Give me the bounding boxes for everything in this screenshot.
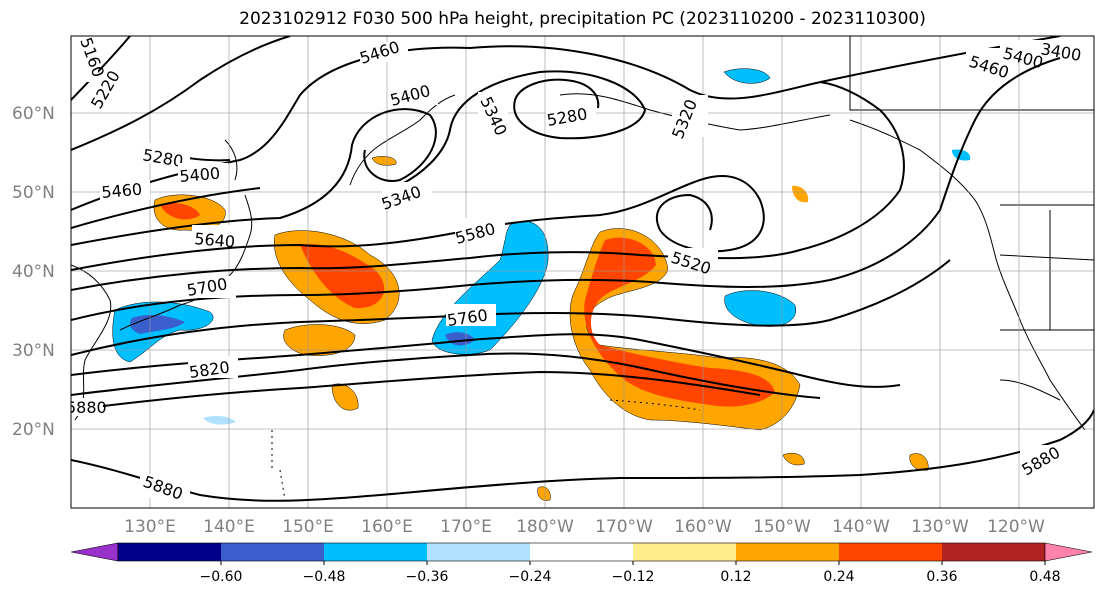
latitude-labels: 60°N 50°N 40°N 30°N 20°N bbox=[12, 104, 55, 440]
precip-area-positive-small-east bbox=[792, 185, 809, 203]
map-title: 2023102912 F030 500 hPa height, precipit… bbox=[239, 9, 926, 29]
precip-area-strong-positive-east bbox=[584, 237, 775, 407]
precip-area-strong-positive-nw bbox=[160, 203, 200, 220]
lon-label-120w: 120°W bbox=[987, 517, 1045, 537]
lon-label-150w: 150°W bbox=[753, 517, 811, 537]
colorbar-cell bbox=[324, 543, 427, 561]
lat-label-50n: 50°N bbox=[12, 183, 55, 203]
precipitation-shading bbox=[112, 68, 971, 501]
precip-area-negative-small-sw bbox=[203, 415, 236, 425]
lat-label-20n: 20°N bbox=[12, 420, 55, 440]
lat-label-40n: 40°N bbox=[12, 262, 55, 282]
colorbar-tick-label: −0.24 bbox=[509, 569, 552, 585]
precip-area-strong-positive-west bbox=[300, 244, 385, 309]
colorbar-cell bbox=[839, 543, 942, 561]
lat-label-30n: 30°N bbox=[12, 341, 55, 361]
precip-area-positive-small-hawaii bbox=[909, 453, 929, 471]
colorbar-tick-label: −0.12 bbox=[612, 569, 655, 585]
colorbar-left-extend bbox=[70, 542, 119, 562]
colorbar-cell bbox=[427, 543, 530, 561]
contour-label-5880-w: 5880 bbox=[66, 398, 107, 417]
lon-label-160e: 160°E bbox=[361, 517, 413, 537]
colorbar-tick-label: 0.36 bbox=[926, 569, 957, 585]
height-contours bbox=[71, 36, 1094, 502]
colorbar-cell bbox=[633, 543, 736, 561]
lon-label-180w: 180°W bbox=[516, 517, 574, 537]
lon-label-170w: 170°W bbox=[595, 517, 653, 537]
lon-label-130w: 130°W bbox=[911, 517, 969, 537]
colorbar-cell bbox=[736, 543, 839, 561]
colorbar-tick-label: −0.60 bbox=[200, 569, 243, 585]
colorbar-right-extend bbox=[1044, 542, 1093, 562]
precip-area-negative-alaska bbox=[723, 68, 771, 84]
lat-label-60n: 60°N bbox=[12, 104, 55, 124]
contour-label-5640: 5640 bbox=[194, 229, 236, 251]
colorbar-cell bbox=[530, 543, 633, 561]
contour-labels: 5160 5220 5460 5400 5340 5280 5320 5460 … bbox=[66, 36, 1083, 504]
precip-area-positive-small-se bbox=[782, 452, 805, 466]
colorbar: −0.60 −0.48 −0.36 −0.24 −0.12 0.12 0.24 0.36 0.4… bbox=[70, 542, 1093, 585]
plot-frame bbox=[70, 35, 1095, 509]
lon-label-160w: 160°W bbox=[674, 517, 732, 537]
colorbar-tick-label: 0.48 bbox=[1029, 569, 1060, 585]
longitude-labels: 130°E 140°E 150°E 160°E 170°E 180°W 170°… bbox=[124, 517, 1045, 537]
contour-label-5400-w: 5400 bbox=[179, 164, 221, 186]
colorbar-cell bbox=[221, 543, 324, 561]
colorbar-tick-label: 0.12 bbox=[720, 569, 751, 585]
colorbar-tick-label: 0.24 bbox=[823, 569, 854, 585]
contour-label-5460-w: 5460 bbox=[101, 180, 143, 202]
coastlines bbox=[71, 36, 1094, 501]
lon-label-170e: 170°E bbox=[440, 517, 492, 537]
precip-area-negative-east bbox=[724, 290, 797, 327]
precip-area-positive-small-bering bbox=[371, 156, 397, 166]
precip-area-negative-coast bbox=[952, 149, 971, 161]
colorbar-cell bbox=[118, 543, 221, 561]
colorbar-cell bbox=[942, 543, 1045, 561]
lon-label-140w: 140°W bbox=[832, 517, 890, 537]
lon-label-140e: 140°E bbox=[203, 517, 255, 537]
colorbar-tick-label: −0.36 bbox=[406, 569, 449, 585]
precip-area-positive-small-south bbox=[537, 486, 551, 501]
lon-label-150e: 150°E bbox=[282, 517, 334, 537]
lon-label-130e: 130°E bbox=[124, 517, 176, 537]
graticule bbox=[71, 36, 1094, 508]
colorbar-tick-label: −0.48 bbox=[303, 569, 346, 585]
